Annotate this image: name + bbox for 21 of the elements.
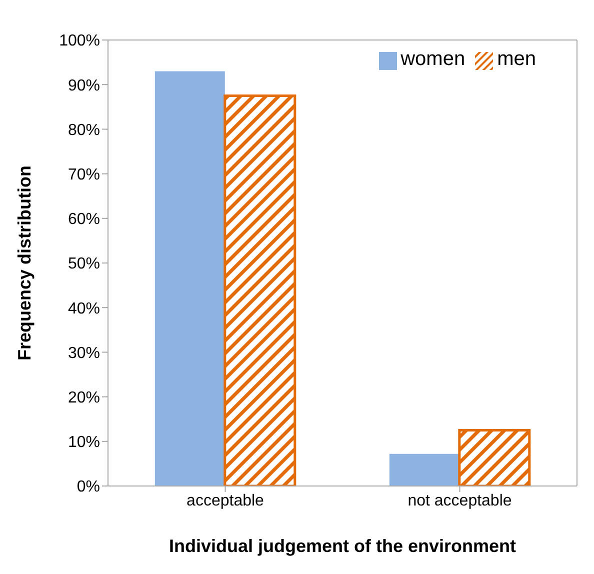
y-tick-label: 10% (68, 434, 100, 452)
legend-label: women (400, 48, 466, 70)
y-tick-label: 0% (76, 478, 100, 496)
y-tick-label: 60% (68, 211, 100, 228)
bar (154, 71, 225, 486)
x-tick-label: not acceptable (408, 492, 512, 510)
legend-label: men (497, 48, 536, 70)
y-tick-label: 30% (68, 344, 100, 362)
bar (458, 429, 531, 486)
y-tick-label: 20% (68, 389, 100, 406)
bar (224, 94, 296, 486)
y-tick-label: 40% (68, 300, 100, 318)
y-axis-title: Frequency distribution (14, 165, 34, 361)
bar (389, 454, 460, 486)
y-tick-label: 50% (68, 256, 100, 273)
y-tick-label: 100% (59, 32, 100, 50)
y-tick-label: 90% (68, 77, 100, 94)
y-tick-label: 70% (68, 166, 100, 184)
x-tick-label: acceptable (186, 492, 264, 510)
y-tick-label: 80% (68, 122, 100, 139)
x-axis-title: Individual judgement of the environment (168, 536, 516, 556)
